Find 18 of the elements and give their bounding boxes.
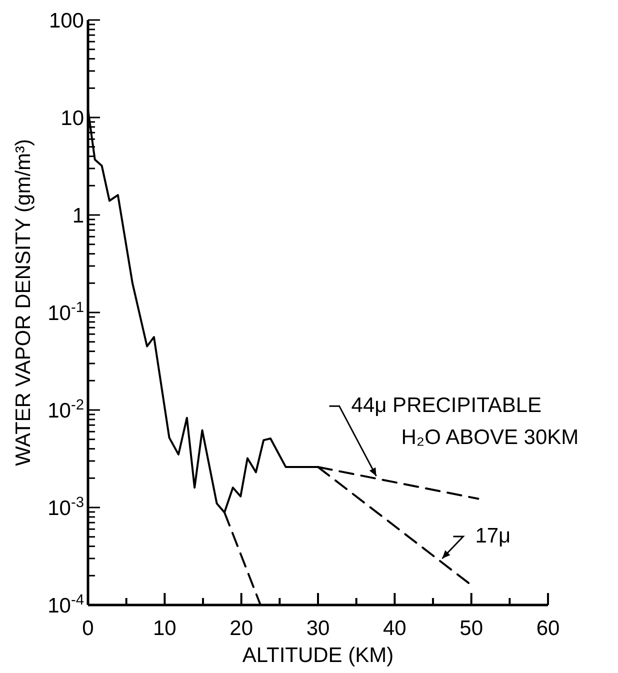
x-tick-label: 50 xyxy=(460,616,484,640)
y-tick-label: 10$^{-2}$ xyxy=(48,397,84,422)
y-tick-label: 10 xyxy=(60,106,84,130)
x-tick-label: 30 xyxy=(306,616,330,640)
y-tick-label: 10$^{-4}$ xyxy=(48,592,84,618)
y-axis-title: WATER VAPOR DENSITY (gm/m³) xyxy=(12,138,35,466)
x-tick-label: 20 xyxy=(230,616,254,640)
x-axis-title: ALTITUDE (KM) xyxy=(242,644,394,667)
y-tick-label: 10$^{-3}$ xyxy=(48,494,84,520)
annotation: 17μ xyxy=(475,524,511,548)
y-tick-label: 1 xyxy=(72,204,84,228)
x-tick-label: 60 xyxy=(536,616,560,640)
annotation: 44μ PRECIPITABLE H₂O ABOVE 30KM xyxy=(351,394,579,450)
x-tick-label: 10 xyxy=(152,616,176,640)
x-tick-label: 0 xyxy=(82,616,94,640)
y-tick-label: 100 xyxy=(48,9,84,32)
x-tick-label: 40 xyxy=(382,616,406,640)
y-tick-label: 10$^{-1}$ xyxy=(48,300,84,325)
